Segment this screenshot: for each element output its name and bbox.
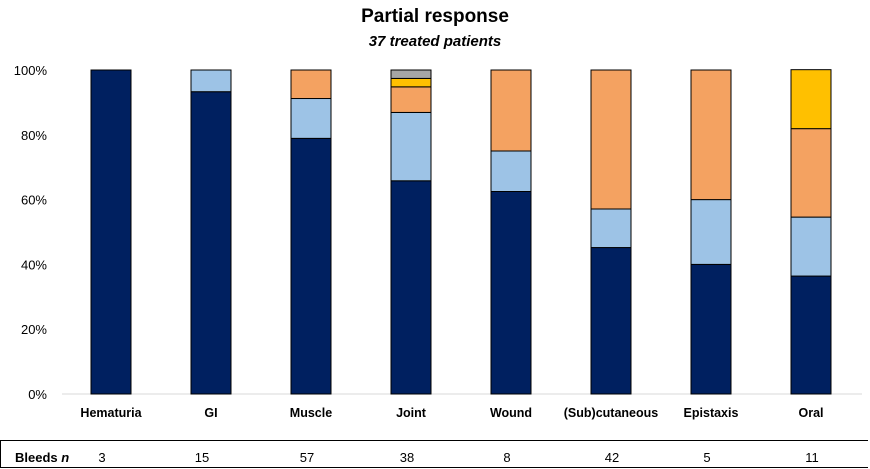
bleeds-count: 3 [98, 450, 106, 465]
y-tick-label: 100% [14, 63, 48, 78]
bar-segment [790, 128, 832, 218]
bar-segment [190, 69, 232, 93]
bar-segment [90, 69, 132, 395]
x-category-label: Muscle [290, 406, 332, 420]
bar-segment [590, 247, 632, 395]
y-tick-label: 80% [21, 128, 47, 143]
bar-segment [390, 77, 432, 88]
bar-segment [590, 69, 632, 210]
x-category-label: Hematuria [80, 406, 142, 420]
bar-segment [390, 86, 432, 113]
bar-segment [190, 91, 232, 395]
bar-segment [490, 191, 532, 395]
y-tick-label: 40% [21, 257, 47, 272]
y-tick-label: 0% [28, 387, 47, 402]
bleeds-count-row: Bleeds n 3 15 57 38 8 42 5 11 [0, 440, 868, 468]
bleeds-count: 15 [194, 450, 210, 465]
y-tick-label: 20% [21, 322, 47, 337]
bleeds-count: 38 [399, 450, 415, 465]
bleeds-count: 8 [503, 450, 511, 465]
bar-segment [290, 69, 332, 100]
bar-segment [290, 98, 332, 139]
bar-segment [790, 69, 832, 130]
bleeds-count: 11 [805, 450, 819, 465]
bar-segment [690, 199, 732, 265]
bleeds-count: 5 [703, 450, 711, 465]
bar-segment [390, 180, 432, 395]
bar-segment [590, 208, 632, 249]
stacked-bar-chart: 0% 20% 40% 60% 80% 100% Hematuria GI Muscle Joint… [14, 63, 862, 420]
chart-subtitle: 37 treated patients [368, 33, 502, 50]
bar-segment [690, 69, 732, 201]
bar-segment [790, 216, 832, 277]
y-tick-label: 60% [21, 193, 47, 208]
x-category-label: Oral [798, 406, 823, 420]
x-category-label: GI [204, 406, 217, 420]
bar-segment [690, 263, 732, 395]
bleeds-count: 57 [299, 450, 315, 465]
x-category-label: Joint [396, 406, 427, 420]
chart-title: Partial response [361, 6, 509, 27]
bar-segment [390, 111, 432, 182]
bar-segment [490, 150, 532, 192]
bar-segment [290, 137, 332, 395]
bleeds-count: 42 [604, 450, 620, 465]
bleeds-label: Bleeds n [15, 450, 70, 465]
bar-segment [490, 69, 532, 152]
x-category-label: (Sub)cutaneous [564, 406, 658, 420]
bar-segment [790, 275, 832, 395]
bar-segment [390, 69, 432, 79]
x-category-label: Wound [490, 406, 532, 420]
x-category-label: Epistaxis [684, 406, 739, 420]
